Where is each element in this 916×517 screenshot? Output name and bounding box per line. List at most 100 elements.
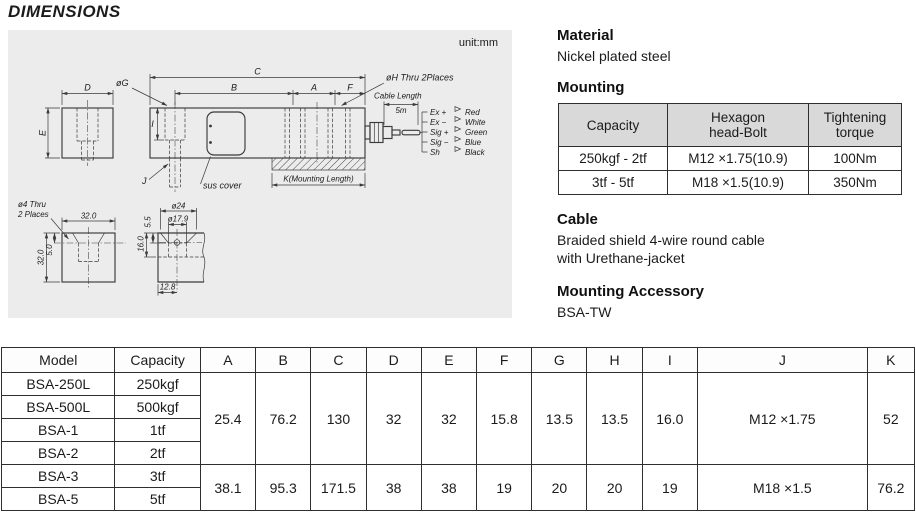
col-c: C [310,347,367,373]
value-e: 32 [420,372,478,465]
side-view: C B A F øG I J sus cover øH Thru 2Places [116,67,454,192]
dim-label-i: I [151,119,154,129]
table-row: BSA-500L 500kgf [0,395,915,419]
table-row: 3tf - 5tf M18 ×1.5(10.9) 350Nm [558,170,902,195]
value-d: 38 [365,464,422,511]
dim-label-j: J [141,176,147,186]
mounting-col-capacity: Capacity [558,103,668,147]
col-g: G [531,347,588,373]
table-row: 250kgf - 2tf M12 ×1.75(10.9) 100Nm [558,146,902,171]
center-depth-dim: 16.0 [137,236,146,252]
model-cell: BSA-1 [0,418,116,442]
value-f: 15.8 [476,372,533,465]
technical-drawing: unit:mm D E C B A F øG I [17,37,498,296]
value-b: 95.3 [255,464,312,511]
capacity-cell: 2tf [114,441,201,465]
offset-dim: 5.0 [45,244,54,256]
accessory-heading: Mounting Accessory [557,283,704,300]
value-b: 76.2 [255,372,312,465]
col-f: F [476,347,533,373]
value-c: 171.5 [310,464,367,511]
unit-label: unit:mm [459,37,498,49]
value-f: 19 [476,464,533,511]
material-value: Nickel plated steel [557,48,671,64]
page-title: DIMENSIONS [8,2,121,21]
capacity-range: 3tf - 5tf [558,170,668,195]
cable-heading: Cable [557,211,598,228]
material-heading: Material [557,27,614,44]
col-i: I [641,347,698,373]
value-j: M18 ×1.5 [696,464,868,511]
mounting-section: Mounting [557,79,909,96]
col-capacity: Capacity [114,347,201,373]
hole-g-callout: øG [116,78,129,88]
accessory-section: Mounting Accessory BSA-TW [557,283,909,321]
dimension-drawing-panel: unit:mm D E C B A F øG I [8,30,512,318]
value-g: 20 [531,464,588,511]
accessory-value: BSA-TW [557,304,612,320]
value-c: 130 [310,372,367,465]
mounting-table: Capacity Hexagon head-Bolt Tightening to… [558,103,902,195]
wire-signal: Sig − [430,138,449,147]
value-k: 76.2 [866,464,916,511]
capacity-cell: 500kgf [114,395,201,419]
dim-label-c: C [254,67,261,77]
value-i: 19 [641,464,698,511]
value-i: 16.0 [641,372,698,465]
spec-header-row: Model Capacity A B C D E F G H I J K [0,347,916,373]
mounting-length-label: K(Mounting Length) [283,175,354,184]
bottom-width-dim: 12.8 [160,283,176,292]
mounting-heading: Mounting [557,79,625,96]
wire-color-triangle-icon [454,125,462,133]
value-a: 38.1 [199,464,257,511]
model-cell: BSA-500L [0,395,116,419]
wire-color: Blue [465,138,482,147]
cable-section: Cable Braided shield 4-wire round cable … [557,211,909,267]
col-h: H [586,347,643,373]
wire-color: White [465,118,486,127]
dim-label-a: A [310,83,317,93]
torque-value: 100Nm [808,146,902,171]
table-row: BSA-1 1tf [0,418,915,442]
bottom-view-left: ø4 Thru 2 Places 32.0 32.0 5.0 [17,200,126,288]
height-dim: 32.0 [37,249,46,265]
table-row: BSA-3 3tf 38.1 95.3 171.5 38 38 19 20 20… [0,464,916,511]
col-e: E [420,347,478,373]
hole-callout-line2: 2 Places [17,210,49,219]
value-g: 13.5 [531,372,588,465]
table-row: BSA-5 5tf [0,487,915,511]
col-j: J [696,347,868,373]
wire-signal: Sig + [430,128,449,137]
col-d: D [365,347,422,373]
wire-color: Red [465,108,480,117]
dim-label-d: D [84,83,91,93]
end-view: D E [38,83,114,166]
capacity-range: 250kgf - 2tf [558,146,668,171]
hole-callout-line1: ø4 Thru [18,200,47,209]
value-e: 38 [420,464,478,511]
width-dim: 32.0 [81,212,97,221]
dimension-spec-table: Model Capacity A B C D E F G H I J K BSA… [0,347,916,511]
col-model: Model [0,347,116,373]
wire-color-triangle-icon [454,145,462,153]
capacity-cell: 3tf [114,464,201,488]
wire-color: Black [465,148,486,157]
wire-signal: Ex − [430,118,447,127]
dim-label-b: B [231,83,237,93]
outer-dia-dim: ø24 [172,202,186,211]
bottom-view-right: ø24 ø17.9 5.5 16.0 12.8 [137,202,206,296]
cable-description-line1: Braided shield 4-wire round cable [557,232,765,248]
cable-length-label: Cable Length [374,92,422,101]
model-cell: BSA-2 [0,441,116,465]
wire-color-triangle-icon [454,135,462,143]
model-cell: BSA-5 [0,487,116,511]
col-a: A [199,347,257,373]
value-h: 20 [586,464,643,511]
col-k: K [866,347,916,373]
capacity-cell: 5tf [114,487,201,511]
wire-signal: Sh [430,148,440,157]
wire-color-triangle-icon [454,105,462,113]
wire-color: Green [465,128,488,137]
value-h: 13.5 [586,372,643,465]
dim-label-f: F [347,83,353,93]
